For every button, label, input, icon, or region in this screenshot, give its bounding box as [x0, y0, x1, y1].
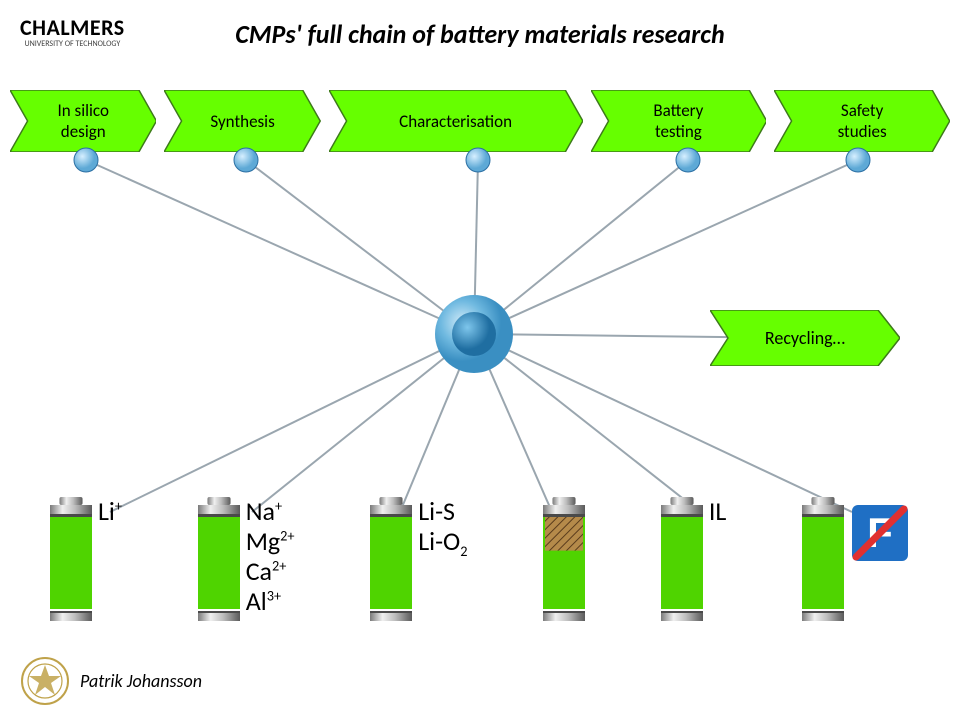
connection-node-icon — [73, 147, 99, 173]
battery-label: Li+ — [98, 497, 122, 527]
battery-row: Li+ Na+Mg2+Ca2+Al3+ — [50, 497, 910, 630]
connection-node-icon — [675, 147, 701, 173]
battery-label: Li-SLi-O2 — [418, 497, 467, 560]
battery-label: Na+Mg2+Ca2+Al3+ — [246, 497, 295, 617]
f-badge-icon: F — [850, 503, 910, 563]
battery-icon — [661, 497, 703, 630]
chevron-label: Safetystudies — [824, 100, 901, 142]
battery-icon — [198, 497, 240, 630]
connection-node-icon — [233, 147, 259, 173]
recycling-chevron: Recycling… — [710, 310, 900, 366]
chevron-label: In silicodesign — [44, 100, 123, 142]
battery-icon — [50, 497, 92, 630]
battery-icon — [543, 497, 585, 630]
connection-node-icon — [845, 147, 871, 173]
battery-item: Na+Mg2+Ca2+Al3+ — [198, 497, 295, 630]
chevron-step: Characterisation — [329, 90, 583, 152]
university-seal-icon — [20, 656, 70, 706]
battery-label: IL — [709, 497, 726, 527]
battery-item — [543, 497, 585, 630]
chevron-label: Characterisation — [385, 111, 526, 132]
slide-title: CMPs' full chain of battery materials re… — [0, 18, 960, 50]
battery-icon — [802, 497, 844, 630]
battery-icon — [370, 497, 412, 630]
author-name: Patrik Johansson — [80, 670, 202, 692]
battery-item: F — [802, 497, 910, 630]
battery-item: Li-SLi-O2 — [370, 497, 467, 630]
chevron-label: Synthesis — [196, 111, 288, 132]
chevron-step: Safetystudies — [774, 90, 950, 152]
connection-node-icon — [465, 147, 491, 173]
chevron-step: Batterytesting — [591, 90, 767, 152]
central-hub — [435, 295, 513, 373]
recycling-label: Recycling… — [765, 327, 845, 349]
chevron-step: In silicodesign — [10, 90, 156, 152]
footer: Patrik Johansson — [20, 656, 202, 706]
process-chevrons: In silicodesign Synthesis Characterisati… — [10, 90, 950, 152]
chevron-step: Synthesis — [164, 90, 320, 152]
battery-item: IL — [661, 497, 726, 630]
battery-item: Li+ — [50, 497, 122, 630]
chevron-label: Batterytesting — [639, 100, 717, 142]
